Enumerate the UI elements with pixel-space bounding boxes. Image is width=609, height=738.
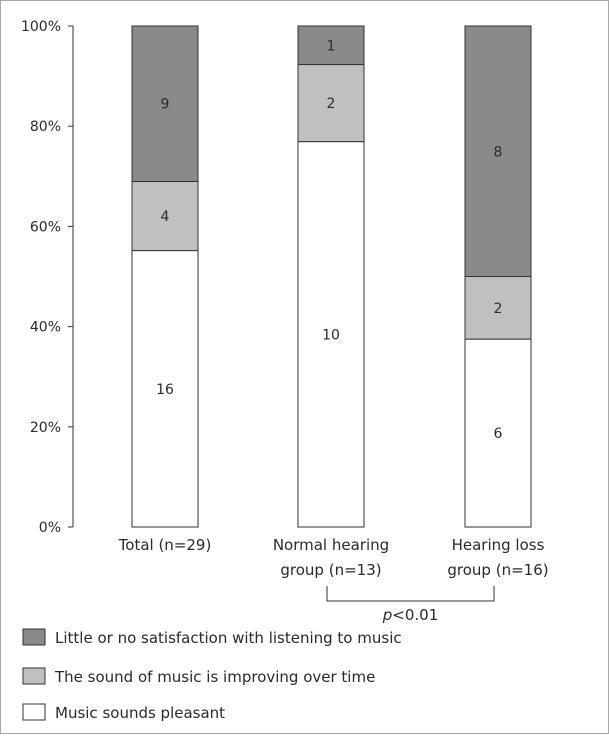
x-tick-label: Hearing loss (452, 536, 545, 554)
data-label: 4 (161, 209, 170, 225)
bar-segment (297, 25, 365, 66)
bar-segment (131, 250, 199, 528)
legend-swatch (22, 667, 46, 685)
bar-segment (131, 25, 199, 182)
x-tick-label: Total (n=29) (118, 536, 212, 554)
legend-label: Music sounds pleasant (55, 704, 225, 722)
data-label: 9 (161, 97, 170, 113)
y-tick-label: 0% (39, 520, 61, 536)
significance-label: p<0.01 (382, 606, 439, 624)
data-label: 2 (327, 96, 336, 112)
y-tick-label: 100% (21, 19, 61, 35)
data-label: 16 (156, 382, 174, 398)
data-label: 1 (327, 38, 336, 54)
x-tick-label: group (n=13) (280, 561, 381, 579)
x-tick-label: group (n=16) (447, 561, 548, 579)
significance-bracket (326, 586, 495, 602)
y-tick-label: 40% (30, 320, 61, 336)
legend-swatch (22, 703, 46, 721)
bar-segment (131, 180, 199, 252)
legend-swatch (22, 628, 46, 646)
data-label: 10 (322, 327, 340, 343)
x-tick-label: Normal hearing (273, 536, 389, 554)
bar-segment (464, 338, 532, 528)
bar-segment (464, 276, 532, 340)
bar-segment (297, 141, 365, 528)
bar-segment (297, 64, 365, 143)
bar-segment (464, 25, 532, 277)
data-label: 2 (494, 301, 503, 317)
significance-value: <0.01 (392, 606, 438, 624)
legend-label: Little or no satisfaction with listening… (55, 629, 402, 647)
legend-label: The sound of music is improving over tim… (54, 668, 375, 686)
y-tick-label: 20% (30, 420, 61, 436)
significance-p: p (382, 606, 393, 624)
y-tick-label: 80% (30, 119, 61, 135)
data-label: 6 (494, 426, 503, 442)
y-tick-label: 60% (30, 219, 61, 235)
data-label: 8 (494, 144, 503, 160)
